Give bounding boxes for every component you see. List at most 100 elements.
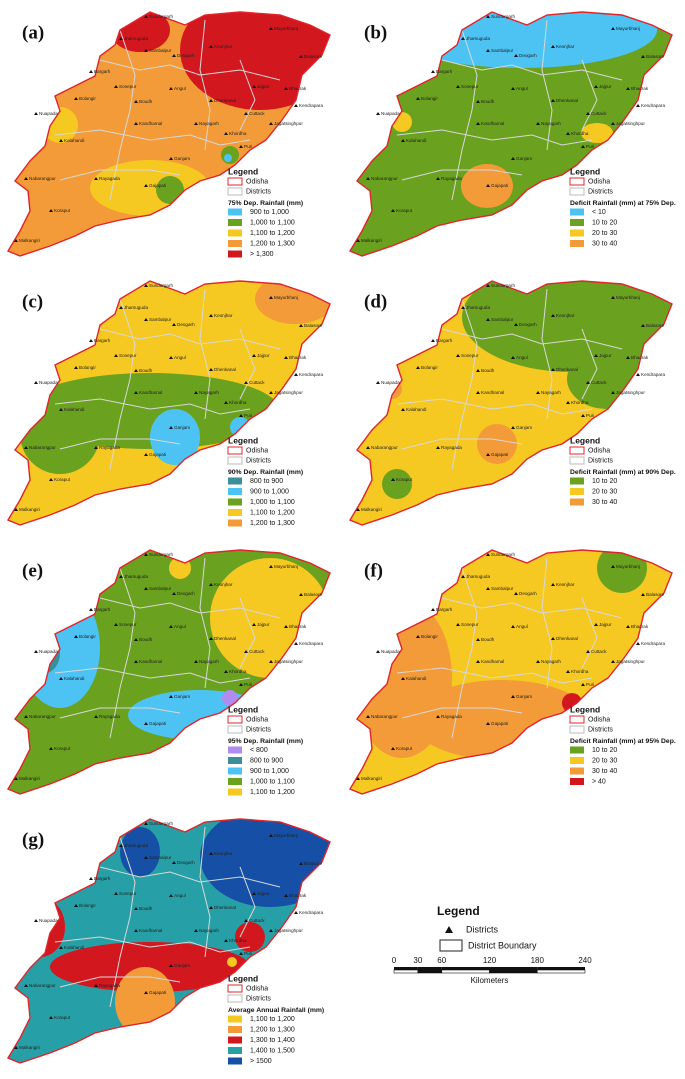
rainfall-zone (50, 942, 250, 992)
legend-swatch (570, 477, 584, 485)
district-marker (566, 670, 570, 673)
district-marker (551, 637, 555, 640)
state-outline (348, 11, 673, 257)
legend-swatch (228, 519, 242, 527)
district-marker (566, 401, 570, 404)
panel-label: (d) (364, 291, 387, 312)
legend-label: 1,200 to 1,300 (250, 240, 295, 247)
district-boundary (109, 836, 136, 1008)
district-marker (209, 45, 213, 48)
district-marker (299, 862, 303, 865)
district-name: Bhadrak (289, 86, 307, 91)
district-name: Jagatsinghpur (274, 121, 303, 126)
district-name: Cuttack (591, 380, 607, 385)
district-name: Ganjam (174, 156, 190, 161)
district-boundary (581, 59, 598, 131)
legend-label: 1,000 to 1,100 (250, 219, 295, 226)
state-fill (350, 12, 672, 256)
legend-label: 30 to 40 (592, 499, 617, 506)
legend-title: Legend (228, 435, 258, 445)
scale-tick-label: 0 (392, 956, 397, 965)
district-name: Sambalpur (149, 48, 172, 53)
legend-swatch (569, 446, 585, 455)
district-name: Bargarh (436, 338, 453, 343)
district-name: Nuapada (39, 649, 58, 654)
district-name: Koraput (396, 477, 413, 482)
district-name: Sundargarh (491, 552, 515, 557)
district-name: Jajpur (257, 353, 270, 358)
district-name: Nuapada (39, 918, 58, 923)
legend-swatch (228, 477, 242, 485)
district-name: Malkangiri (19, 238, 40, 243)
district-boundary (541, 557, 553, 689)
district-marker (172, 323, 176, 326)
district-marker (94, 984, 98, 987)
district-marker (239, 414, 243, 417)
district-marker (244, 919, 248, 922)
rainfall-zone (387, 12, 657, 68)
district-marker (144, 991, 148, 994)
district-name: Sonepur (461, 622, 479, 627)
district-marker (239, 683, 243, 686)
legend-swatch (228, 498, 242, 506)
district-name: Sundargarh (149, 14, 173, 19)
district-name: Bhadrak (631, 86, 649, 91)
district-marker (476, 660, 480, 663)
panel-label: (a) (22, 22, 44, 43)
rainfall-zone (581, 123, 613, 143)
district-boundary (396, 129, 593, 146)
legend-label: Odisha (246, 716, 268, 723)
district-name: Khordha (229, 669, 247, 674)
district-marker (49, 747, 53, 750)
legend-label: Odisha (588, 447, 610, 454)
map-panel: Sundargarh Jharsuguda Sambalpur Deogarh Keon… (348, 11, 676, 257)
district-marker (94, 715, 98, 718)
state-outline (6, 11, 331, 257)
legend-label: 1,200 to 1,300 (250, 520, 295, 527)
legend-swatch (570, 498, 584, 506)
district-marker (486, 184, 490, 187)
legend-label: 900 to 1,000 (250, 768, 289, 775)
district-name: Khordha (571, 131, 589, 136)
district-boundary (396, 667, 593, 684)
district-marker (391, 478, 395, 481)
district-name: Kendrapara (299, 910, 323, 915)
district-name: Boudh (481, 368, 495, 373)
legend-label: 1,400 to 1,500 (250, 1047, 295, 1054)
district-name: Keonjhar (556, 313, 575, 318)
district-name: Bhadrak (631, 355, 649, 360)
district-name: Balasore (304, 592, 323, 597)
district-name: Deogarh (519, 591, 537, 596)
district-name: Jajpur (599, 84, 612, 89)
legend-swatch (570, 208, 584, 216)
district-marker (366, 715, 370, 718)
district-name: Jajpur (257, 84, 270, 89)
district-name: Bargarh (436, 607, 453, 612)
legend-swatch (228, 1057, 242, 1065)
district-name: Nuapada (39, 111, 58, 116)
legend-label: 800 to 900 (250, 478, 283, 485)
map-panel: Sundargarh Jharsuguda Sambalpur Deogarh Keon… (6, 280, 331, 527)
legend-swatch (228, 1015, 242, 1023)
legend-label: Districts (466, 924, 498, 934)
district-marker (134, 100, 138, 103)
panel-label: (b) (364, 22, 387, 43)
district-marker (224, 670, 228, 673)
district-name: Boudh (139, 637, 153, 642)
legend-heading: Deficit Rainfall (mm) at 75% Dep. (570, 200, 676, 207)
district-name: Bargarh (94, 69, 111, 74)
district-marker (169, 87, 173, 90)
district-marker (486, 587, 490, 590)
district-marker (74, 904, 78, 907)
district-boundary (99, 328, 281, 350)
district-marker (586, 112, 590, 115)
district-marker (134, 638, 138, 641)
legend-label: Districts (246, 726, 271, 733)
district-name: Koraput (54, 477, 71, 482)
scale-segment (489, 967, 538, 970)
district-name: Mayurbhanj (274, 564, 298, 569)
district-marker (144, 453, 148, 456)
district-name: Dhenkanal (214, 367, 236, 372)
district-boundary (109, 298, 136, 470)
rainfall-zone (156, 176, 184, 204)
